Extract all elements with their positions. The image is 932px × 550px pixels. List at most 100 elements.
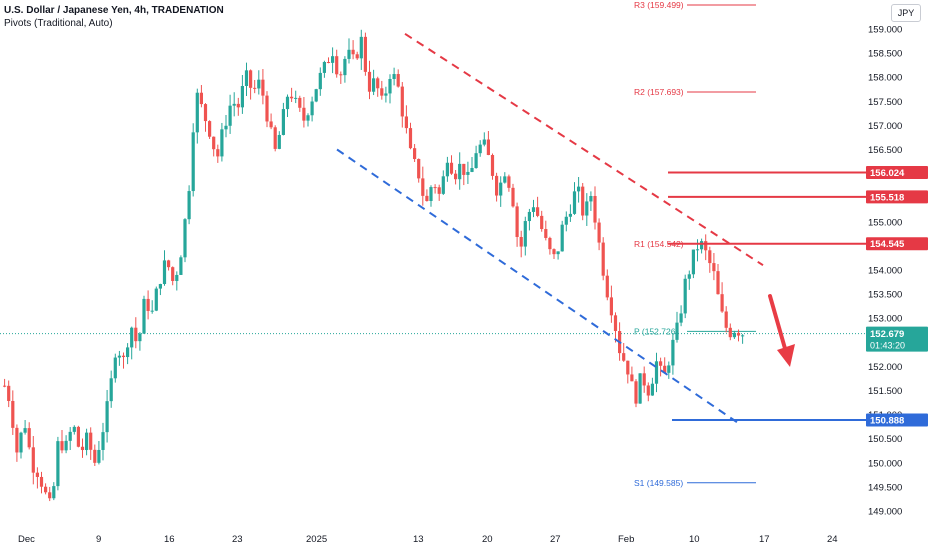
candle-body <box>261 79 265 96</box>
candle-body <box>400 86 404 117</box>
candle-body <box>667 365 671 373</box>
candle-body <box>392 74 396 79</box>
candle-body <box>585 201 589 216</box>
countdown-label: 01:43:20 <box>870 341 905 351</box>
candle-body <box>15 427 19 453</box>
price-tag <box>866 165 928 179</box>
candle-body <box>253 87 257 89</box>
price-tag-label: 150.888 <box>870 415 904 426</box>
candle-body <box>544 229 548 238</box>
candle-body <box>691 249 695 275</box>
candle-body <box>220 129 224 157</box>
candle-body <box>224 125 228 130</box>
candle-body <box>138 333 142 342</box>
candle-body <box>158 284 162 289</box>
candle-body <box>462 163 466 175</box>
candle-body <box>363 36 367 72</box>
candle-body <box>597 222 601 243</box>
candle-body <box>101 432 105 450</box>
candle-body <box>581 186 585 216</box>
candle-body <box>646 385 650 396</box>
y-tick-label: 159.000 <box>868 25 902 36</box>
candle-body <box>622 353 626 361</box>
x-tick-label: Feb <box>618 534 634 545</box>
candle-body <box>638 373 642 404</box>
candle-body <box>97 449 101 463</box>
candle-body <box>724 311 728 328</box>
candle-body <box>187 191 191 220</box>
y-tick-label: 153.500 <box>868 290 902 301</box>
candle-body <box>175 274 179 281</box>
candle-body <box>199 92 203 105</box>
price-tag-label: 156.024 <box>870 168 905 179</box>
currency-button[interactable]: JPY <box>891 4 921 22</box>
y-tick-label: 157.000 <box>868 121 902 132</box>
candle-body <box>626 360 630 375</box>
candle-body <box>417 159 421 179</box>
candle-body <box>552 249 556 255</box>
candle-body <box>93 449 97 463</box>
candle-body <box>331 56 335 63</box>
candle-body <box>503 176 507 183</box>
candle-body <box>142 298 146 334</box>
x-tick-label: 10 <box>689 534 700 545</box>
candle-body <box>560 224 564 252</box>
candle-body <box>441 176 445 194</box>
forecast-arrow-shaft <box>768 294 788 354</box>
candle-body <box>380 88 384 96</box>
candle-body <box>495 175 499 196</box>
candle-body <box>388 78 392 94</box>
candle-body <box>150 310 154 312</box>
pivot-label-p: P (152.726) <box>634 326 678 336</box>
candle-body <box>741 335 745 337</box>
candle-body <box>589 196 593 202</box>
candle-body <box>679 313 683 323</box>
lower-channel-line <box>336 148 741 426</box>
candle-body <box>228 105 232 126</box>
y-tick-label: 154.000 <box>868 266 902 277</box>
candle-body <box>511 187 515 207</box>
candle-body <box>437 187 441 194</box>
x-tick-label: Dec <box>18 534 35 545</box>
candle-body <box>642 373 646 386</box>
candles <box>3 29 745 502</box>
y-tick-label: 157.500 <box>868 97 902 108</box>
candle-body <box>499 182 503 196</box>
candle-body <box>490 155 495 176</box>
candle-body <box>7 385 11 401</box>
x-tick-label: 27 <box>550 534 561 545</box>
candle-body <box>277 134 281 149</box>
candle-body <box>85 432 89 451</box>
pivot-label-r3: R3 (159.499) <box>634 0 684 10</box>
trend-lines <box>336 32 795 426</box>
candle-body <box>605 275 609 298</box>
candle-body <box>351 49 355 55</box>
candle-body <box>445 162 449 177</box>
candle-body <box>572 191 577 214</box>
candle-body <box>326 62 331 64</box>
candle-body <box>458 163 462 180</box>
candle-body <box>294 97 298 99</box>
candle-body <box>630 374 634 382</box>
candle-body <box>396 74 400 87</box>
y-tick-label: 149.000 <box>868 507 902 518</box>
candle-body <box>281 109 285 135</box>
candle-body <box>290 96 294 99</box>
x-tick-label: 13 <box>413 534 424 545</box>
price-axis: 149.000149.500150.000150.500151.000151.5… <box>868 25 902 518</box>
candle-body <box>35 472 39 477</box>
candle-body <box>216 149 220 157</box>
upper-channel-line <box>404 32 764 267</box>
candle-body <box>372 78 376 92</box>
y-tick-label: 150.000 <box>868 458 902 469</box>
candle-body <box>482 139 486 145</box>
candle-body <box>322 62 326 73</box>
time-axis: Dec 9 16 23 2025 13 20 27 Feb 10 17 24 <box>18 534 838 545</box>
candle-body <box>609 297 613 316</box>
candle-body <box>171 267 175 281</box>
candle-body <box>376 78 380 89</box>
candle-body <box>3 385 7 387</box>
y-tick-label: 151.500 <box>868 386 902 397</box>
candle-body <box>720 294 724 312</box>
